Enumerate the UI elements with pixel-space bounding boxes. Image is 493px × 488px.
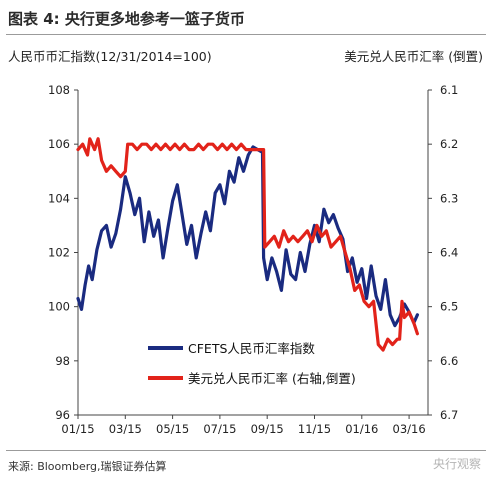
left-tick-label: 106 — [48, 137, 70, 151]
left-tick-label: 108 — [48, 83, 70, 97]
x-tick-label: 01/16 — [345, 422, 378, 436]
right-tick-label: 6.2 — [440, 137, 458, 151]
right-tick-label: 6.1 — [440, 83, 458, 97]
x-tick-label: 11/15 — [298, 422, 331, 436]
right-tick-label: 6.6 — [440, 354, 458, 368]
source-note: 来源: Bloomberg,瑞银证券估算 — [8, 460, 167, 473]
source-divider — [6, 450, 486, 451]
x-tick-label: 01/15 — [61, 422, 94, 436]
right-tick-label: 6.7 — [440, 408, 458, 422]
left-tick-label: 96 — [55, 408, 70, 422]
left-tick-label: 102 — [48, 246, 70, 260]
x-tick-label: 09/15 — [251, 422, 284, 436]
cfets-series-line — [76, 145, 419, 328]
left-tick-label: 100 — [48, 300, 70, 314]
left-tick-label: 98 — [55, 354, 70, 368]
x-tick-label: 07/15 — [203, 422, 236, 436]
right-tick-label: 6.5 — [440, 300, 458, 314]
x-tick-label: 03/16 — [393, 422, 426, 436]
right-axis-label: 美元兑人民币汇率 (倒置) — [344, 49, 483, 64]
right-tick-label: 6.3 — [440, 191, 458, 205]
usdcny-series-line — [76, 137, 419, 352]
right-tick-label: 6.4 — [440, 246, 458, 260]
legend-label-usdcny: 美元兑人民币汇率 (右轴,倒置) — [188, 371, 356, 386]
title-divider — [6, 34, 486, 35]
chart-axes: 96 98 100 102 104 106 108 6.1 6.2 6.3 6.4 6.5 6.6 6.7… — [48, 83, 458, 436]
legend-label-cfets: CFETS人民币汇率指数 — [188, 341, 315, 356]
watermark-text: 央行观察 — [432, 457, 481, 471]
x-tick-label: 05/15 — [156, 422, 189, 436]
chart-title: 图表 4: 央行更多地参考一篮子货币 — [8, 10, 245, 28]
left-tick-label: 104 — [48, 191, 70, 205]
x-tick-label: 03/15 — [109, 422, 142, 436]
left-axis-label: 人民币币汇指数(12/31/2014=100) — [8, 49, 212, 64]
chart-series — [76, 137, 419, 352]
